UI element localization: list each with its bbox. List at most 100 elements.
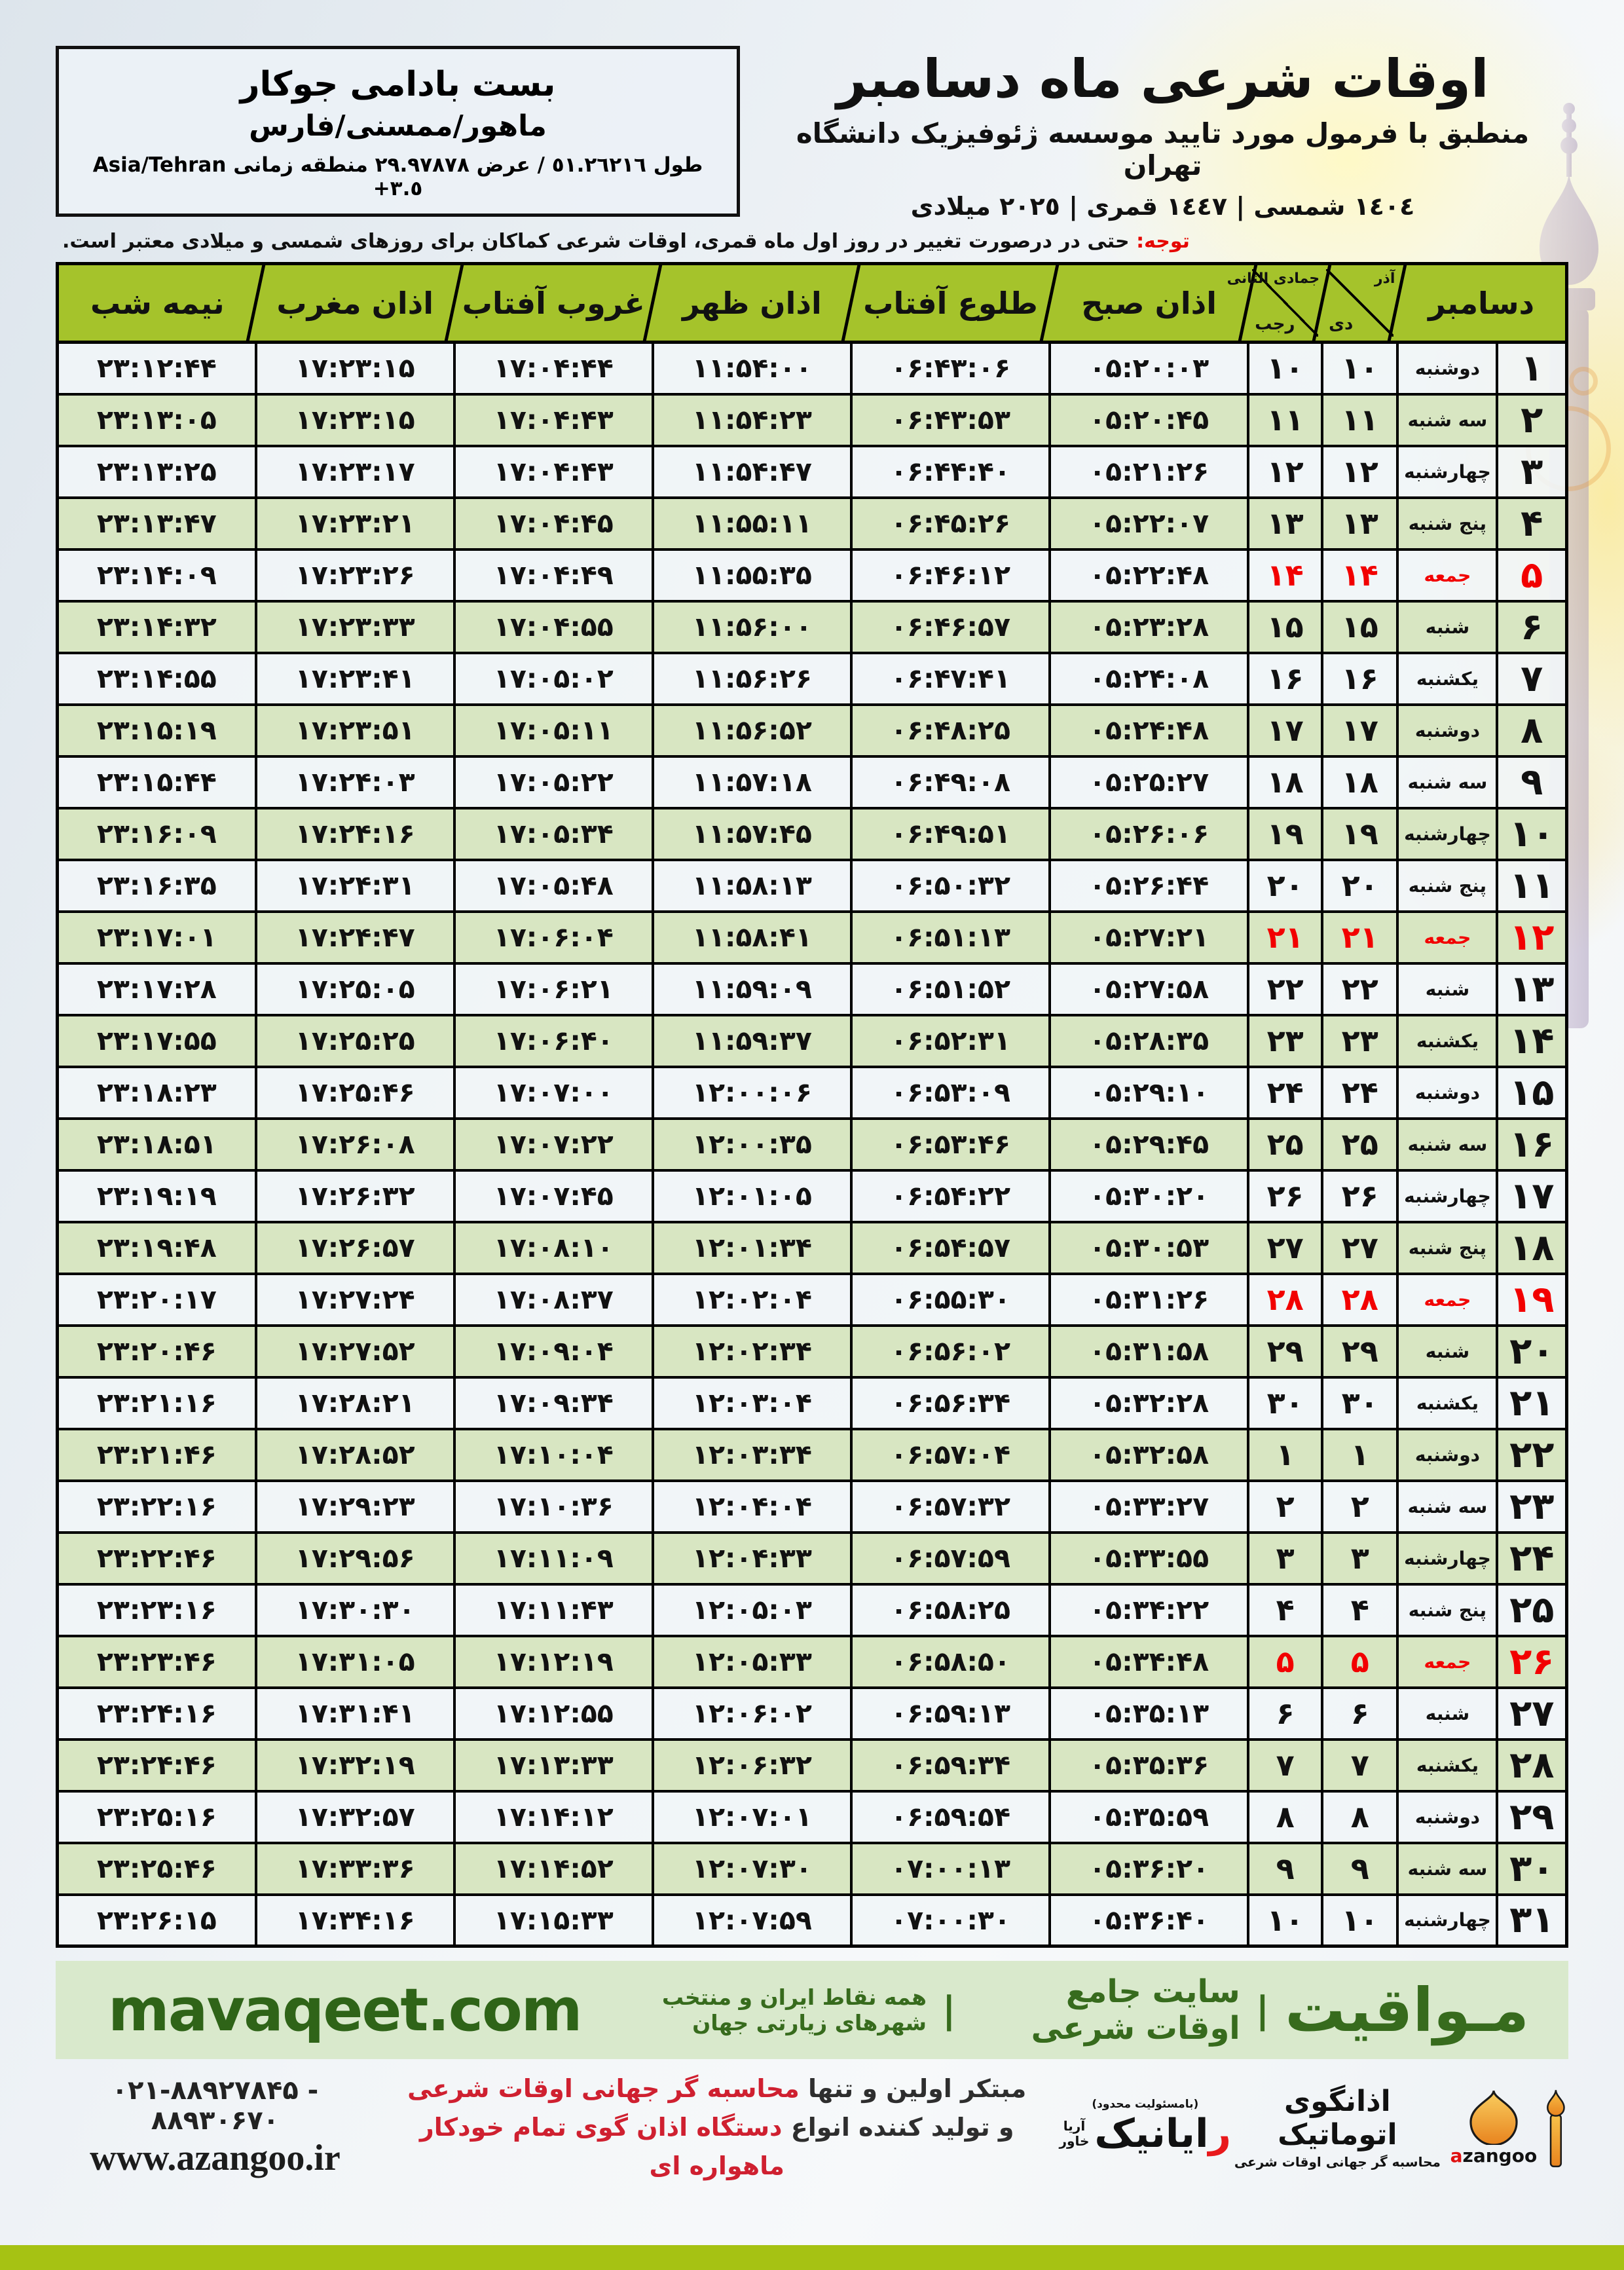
header-december: دسامبر [1397, 263, 1567, 344]
weekday-cell: دوشنبه [1396, 341, 1499, 396]
sunset-time-cell: ۱۷:۱۱:۴۳ [452, 1582, 654, 1637]
table-row: ۱۱ پنج شنبه ۲۰ ۲۰ ۰۵:۲۶:۴۴ ۰۶:۵۰:۳۲ ۱۱:۵۸:۱۳ ۱۷… [56, 858, 1568, 913]
noon-time-cell: ۱۱:۵۹:۰۹ [651, 961, 853, 1016]
table-row: ۳۰ سه شنبه ۹ ۹ ۰۵:۳۶:۲۰ ۰۷:۰۰:۱۳ ۱۲:۰۷:۳۰ ۱۷:۱۴… [56, 1841, 1568, 1896]
fajr-time-cell: ۰۵:۲۸:۳۵ [1048, 1013, 1250, 1068]
fajr-time-cell: ۰۵:۳۱:۵۸ [1048, 1324, 1250, 1379]
header-maghrib: اذان مغرب [255, 263, 454, 344]
december-day-cell: ۲۹ [1496, 1789, 1568, 1844]
sunset-time-cell: ۱۷:۱۰:۳۶ [452, 1479, 654, 1534]
sunset-time-cell: ۱۷:۰۶:۲۱ [452, 961, 654, 1016]
sunset-time-cell: ۱۷:۱۰:۰۴ [452, 1427, 654, 1482]
bottom-strip: azangoo اذانگوی اتوماتیک محاسبه گر جهانی… [56, 2070, 1568, 2186]
sunset-time-cell: ۱۷:۰۵:۲۲ [452, 754, 654, 809]
fajr-time-cell: ۰۵:۳۶:۲۰ [1048, 1841, 1250, 1896]
persian-day-cell: ۱ [1321, 1427, 1399, 1482]
rayanik-substack: آریا خاور [1060, 2119, 1090, 2149]
persian-day-cell: ۸ [1321, 1789, 1399, 1844]
lunar-day-cell: ۲۱ [1247, 910, 1324, 965]
weekday-cell: یکشنبه [1396, 1738, 1499, 1793]
lunar-day-cell: ۴ [1247, 1582, 1324, 1637]
maghrib-time-cell: ۱۷:۳۱:۴۱ [254, 1686, 456, 1741]
maghrib-time-cell: ۱۷:۲۹:۵۶ [254, 1531, 456, 1586]
notice-line: توجه: حتی در درصورت تغییر در روز اول ماه… [0, 221, 1624, 259]
lunar-day-cell: ۱۸ [1247, 754, 1324, 809]
claim1-dark: مبتکر اولین و تنها [799, 2074, 1027, 2103]
fajr-time-cell: ۰۵:۲۴:۴۸ [1048, 703, 1250, 758]
lunar-day-cell: ۲ [1247, 1479, 1324, 1534]
noon-time-cell: ۱۲:۰۶:۰۲ [651, 1686, 853, 1741]
location-coordinates: طول ٥١.٢٦٢١٦ / عرض ٢٩.٩٧٨٧٨ منطقه زمانی … [71, 153, 725, 200]
table-row: ۲۲ دوشنبه ۱ ۱ ۰۵:۳۲:۵۸ ۰۶:۵۷:۰۴ ۱۲:۰۳:۳۴ ۱۷:۱۰:… [56, 1427, 1568, 1482]
sunset-time-cell: ۱۷:۰۵:۱۱ [452, 703, 654, 758]
noon-time-cell: ۱۱:۵۸:۴۱ [651, 910, 853, 965]
fajr-time-cell: ۰۵:۳۶:۴۰ [1048, 1893, 1250, 1948]
location-name: بست بادامی جوکار [240, 65, 556, 104]
midnight-time-cell: ۲۳:۱۷:۵۵ [56, 1013, 257, 1068]
persian-day-cell: ۲۵ [1321, 1117, 1399, 1172]
sunset-time-cell: ۱۷:۰۴:۴۴ [452, 341, 654, 396]
table-row: ۲۵ پنج شنبه ۴ ۴ ۰۵:۳۴:۲۲ ۰۶:۵۸:۲۵ ۱۲:۰۵:۰۳ ۱۷:۱… [56, 1582, 1568, 1637]
azangoo-title: اذانگوی اتوماتیک [1278, 2085, 1397, 2152]
weekday-cell: یکشنبه [1396, 1375, 1499, 1430]
table-row: ۱۰ چهارشنبه ۱۹ ۱۹ ۰۵:۲۶:۰۶ ۰۶:۴۹:۵۱ ۱۱:۵۷:۴۵ ۱۷… [56, 806, 1568, 861]
persian-day-cell: ۲۹ [1321, 1324, 1399, 1379]
header-sunset: غروب آفتاب [454, 263, 653, 344]
december-day-cell: ۲۳ [1496, 1479, 1568, 1534]
lunar-day-cell: ۷ [1247, 1738, 1324, 1793]
midnight-time-cell: ۲۳:۲۱:۴۶ [56, 1427, 257, 1482]
december-day-cell: ۴ [1496, 496, 1568, 551]
sunrise-time-cell: ۰۶:۴۶:۱۲ [849, 548, 1052, 603]
december-day-cell: ۷ [1496, 651, 1568, 706]
noon-time-cell: ۱۲:۰۱:۰۵ [651, 1168, 853, 1223]
dome-column: azangoo [1450, 2089, 1538, 2167]
sunrise-time-cell: ۰۶:۴۹:۰۸ [849, 754, 1052, 809]
azangoo-latin-a: a [1450, 2144, 1463, 2167]
fajr-time-cell: ۰۵:۲۰:۴۵ [1048, 392, 1250, 447]
lunar-day-cell: ۱ [1247, 1427, 1324, 1482]
maghrib-time-cell: ۱۷:۲۳:۱۵ [254, 341, 456, 396]
midnight-time-cell: ۲۳:۲۱:۱۶ [56, 1375, 257, 1430]
december-day-cell: ۲۷ [1496, 1686, 1568, 1741]
sunrise-time-cell: ۰۶:۴۳:۰۶ [849, 341, 1052, 396]
sunrise-time-cell: ۰۶:۵۶:۰۲ [849, 1324, 1052, 1379]
fajr-time-cell: ۰۵:۲۷:۵۸ [1048, 961, 1250, 1016]
fajr-time-cell: ۰۵:۲۶:۴۴ [1048, 858, 1250, 913]
sunset-time-cell: ۱۷:۰۴:۴۹ [452, 548, 654, 603]
fajr-time-cell: ۰۵:۳۵:۳۶ [1048, 1738, 1250, 1793]
table-row: ۲۱ یکشنبه ۳۰ ۳۰ ۰۵:۳۲:۲۸ ۰۶:۵۶:۳۴ ۱۲:۰۳:۰۴ ۱۷:۰… [56, 1375, 1568, 1430]
claim1-red: محاسبه گر جهانی اوقات شرعی [407, 2074, 800, 2103]
lunar-day-cell: ۱۹ [1247, 806, 1324, 861]
lunar-day-cell: ۲۷ [1247, 1220, 1324, 1275]
persian-day-cell: ۶ [1321, 1686, 1399, 1741]
azangoo-latin-rest: zangoo [1462, 2144, 1538, 2167]
weekday-cell: جمعه [1396, 548, 1499, 603]
midnight-time-cell: ۲۳:۲۲:۱۶ [56, 1479, 257, 1534]
fajr-time-cell: ۰۵:۲۹:۴۵ [1048, 1117, 1250, 1172]
sunset-time-cell: ۱۷:۰۹:۳۴ [452, 1375, 654, 1430]
maghrib-time-cell: ۱۷:۳۴:۱۶ [254, 1893, 456, 1948]
weekday-cell: پنج شنبه [1396, 858, 1499, 913]
lunar-day-cell: ۱۵ [1247, 599, 1324, 654]
table-row: ۲ سه شنبه ۱۱ ۱۱ ۰۵:۲۰:۴۵ ۰۶:۴۳:۵۳ ۱۱:۵۴:۲۳ ۱۷:۰… [56, 392, 1568, 447]
table-row: ۲۹ دوشنبه ۸ ۸ ۰۵:۳۵:۵۹ ۰۶:۵۹:۵۴ ۱۲:۰۷:۰۱ ۱۷:۱۴:… [56, 1789, 1568, 1844]
lunar-day-cell: ۳۰ [1247, 1375, 1324, 1430]
sunset-time-cell: ۱۷:۰۴:۵۵ [452, 599, 654, 654]
persian-day-cell: ۲۳ [1321, 1013, 1399, 1068]
mavaqeet-band: مـواقیت | سایت جامع اوقات شرعی | همه نقا… [56, 1961, 1568, 2059]
location-region: ماهور/ممسنی/فارس [249, 109, 547, 143]
lunar-day-cell: ۱۴ [1247, 548, 1324, 603]
persian-day-cell: ۱۷ [1321, 703, 1399, 758]
sunset-time-cell: ۱۷:۱۳:۳۳ [452, 1738, 654, 1793]
table-row: ۲۴ چهارشنبه ۳ ۳ ۰۵:۳۳:۵۵ ۰۶:۵۷:۵۹ ۱۲:۰۴:۳۳ ۱۷:۱… [56, 1531, 1568, 1586]
maghrib-time-cell: ۱۷:۲۸:۵۲ [254, 1427, 456, 1482]
noon-time-cell: ۱۲:۰۲:۰۴ [651, 1272, 853, 1327]
maghrib-time-cell: ۱۷:۲۵:۲۵ [254, 1013, 456, 1068]
lunar-day-cell: ۲۵ [1247, 1117, 1324, 1172]
persian-day-cell: ۱۰ [1321, 341, 1399, 396]
persian-day-cell: ۱۲ [1321, 444, 1399, 499]
lunar-day-cell: ۱۳ [1247, 496, 1324, 551]
weekday-cell: سه شنبه [1396, 754, 1499, 809]
noon-time-cell: ۱۱:۵۴:۰۰ [651, 341, 853, 396]
lunar-day-cell: ۶ [1247, 1686, 1324, 1741]
